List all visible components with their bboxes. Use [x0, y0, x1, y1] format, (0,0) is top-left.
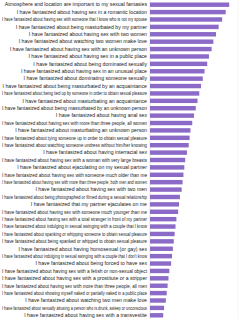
bar	[150, 150, 187, 154]
bar	[150, 202, 179, 206]
bar	[150, 32, 216, 36]
bar	[150, 291, 167, 295]
category-label: I have fantasized that my partner ejacul…	[31, 201, 147, 207]
bar	[150, 232, 175, 236]
bar	[150, 187, 182, 191]
bar	[150, 10, 226, 14]
category-label: I have fantasized about watching two men…	[25, 297, 147, 303]
category-label: I have fantasized about sexually abusing…	[2, 305, 147, 311]
bar	[150, 128, 190, 132]
category-label: I have fantasized about being masturbate…	[2, 105, 147, 111]
bar	[150, 158, 185, 162]
bar	[150, 136, 190, 140]
bar	[150, 25, 219, 29]
bar	[150, 62, 207, 66]
bar	[150, 113, 194, 117]
bar	[150, 269, 169, 273]
bar	[150, 180, 183, 184]
bar	[150, 47, 212, 51]
category-label: I have fantasized about having sex with …	[10, 46, 147, 52]
category-label: I have fantasized about having interraci…	[43, 149, 147, 155]
category-label: I have fantasized about being tied up by…	[2, 90, 147, 96]
axis-end	[238, 1, 239, 319]
bar	[150, 210, 178, 214]
category-label: I have fantasized about having sex with …	[35, 186, 147, 192]
bar	[150, 69, 205, 73]
category-label: I have fantasized about dominating someo…	[24, 75, 148, 81]
bar	[150, 165, 184, 169]
bar	[150, 276, 168, 280]
category-label: I have fantasized about having sex with …	[2, 209, 147, 215]
category-label: I have fantasized about having anal sex	[56, 112, 148, 118]
category-label: I have fantasized about having sex with …	[2, 157, 147, 163]
category-label: I have fantasized about watching two wom…	[19, 38, 147, 44]
category-label: I have fantasized about having sex with …	[24, 312, 147, 318]
bar	[150, 261, 171, 265]
category-label: I have fantasized about being photograph…	[2, 194, 147, 200]
bar	[150, 284, 168, 288]
bar	[150, 2, 229, 6]
category-label: I have fantasized about having sex in a …	[17, 9, 147, 15]
bar	[150, 121, 192, 125]
bar	[150, 239, 174, 243]
category-label: I have fantasized about having sex with …	[2, 283, 147, 289]
bar	[150, 76, 203, 80]
category-label: I have fantasized about having sex in an…	[21, 68, 147, 74]
category-label: I have fantasized about having sex with …	[2, 120, 147, 126]
category-label: I have fantasized about spanking or whip…	[2, 231, 147, 237]
bar	[150, 143, 189, 147]
bar	[150, 54, 209, 58]
category-label: I have fantasized about having sex with …	[2, 275, 147, 281]
category-label: I have fantasized about being masturbate…	[16, 24, 147, 30]
category-label: I have fantasized about being forced to …	[35, 260, 147, 266]
category-label: I have fantasized about indulging in sex…	[2, 253, 147, 259]
category-label: I have fantasized about indulging in sex…	[2, 223, 147, 229]
category-label: I have fantasized about being masturbate…	[3, 83, 148, 89]
bar	[150, 195, 180, 199]
category-label: I have fantasized about masturbating an …	[22, 98, 147, 104]
bar	[150, 84, 201, 88]
category-label: I have fantasized about having homosexua…	[18, 246, 147, 252]
category-label: I have fantasized about having sex with …	[2, 268, 148, 274]
bar	[150, 224, 176, 228]
bar	[150, 298, 166, 302]
bar	[150, 173, 183, 177]
category-label: I have fantasized about showing myself n…	[2, 290, 147, 296]
category-label: I have fantasized about having sex with …	[2, 172, 147, 178]
chart: Atmosphere and location are important to…	[0, 0, 240, 320]
category-label: I have fantasized about being spanked or…	[2, 238, 147, 244]
bar	[150, 313, 163, 317]
bar	[150, 99, 198, 103]
category-label: I have fantasized about being dominated …	[33, 61, 147, 67]
bars	[150, 2, 229, 317]
category-label: I have fantasized about having sex with …	[2, 16, 147, 22]
bar	[150, 254, 172, 258]
category-label: I have fantasized about having sex with …	[2, 179, 147, 185]
bar	[150, 91, 199, 95]
bar	[150, 39, 213, 43]
category-label: I have fantasized about masturbating an …	[15, 127, 147, 133]
category-label: I have fantasized about having sex in a …	[28, 53, 147, 59]
category-label: I have fantasized about having sex with …	[2, 216, 147, 222]
bar	[150, 217, 176, 221]
category-label: Atmosphere and location are important to…	[5, 1, 148, 7]
category-label: I have fantasized about tying someone up…	[2, 135, 147, 141]
category-label: I have fantasized about ejaculating on m…	[17, 164, 147, 170]
bar	[150, 106, 196, 110]
category-label: I have fantasized about having sex with …	[29, 31, 147, 37]
bar	[150, 306, 164, 310]
category-label: I have fantasized about watching someone…	[2, 142, 147, 148]
bar	[150, 17, 222, 21]
bar	[150, 247, 173, 251]
